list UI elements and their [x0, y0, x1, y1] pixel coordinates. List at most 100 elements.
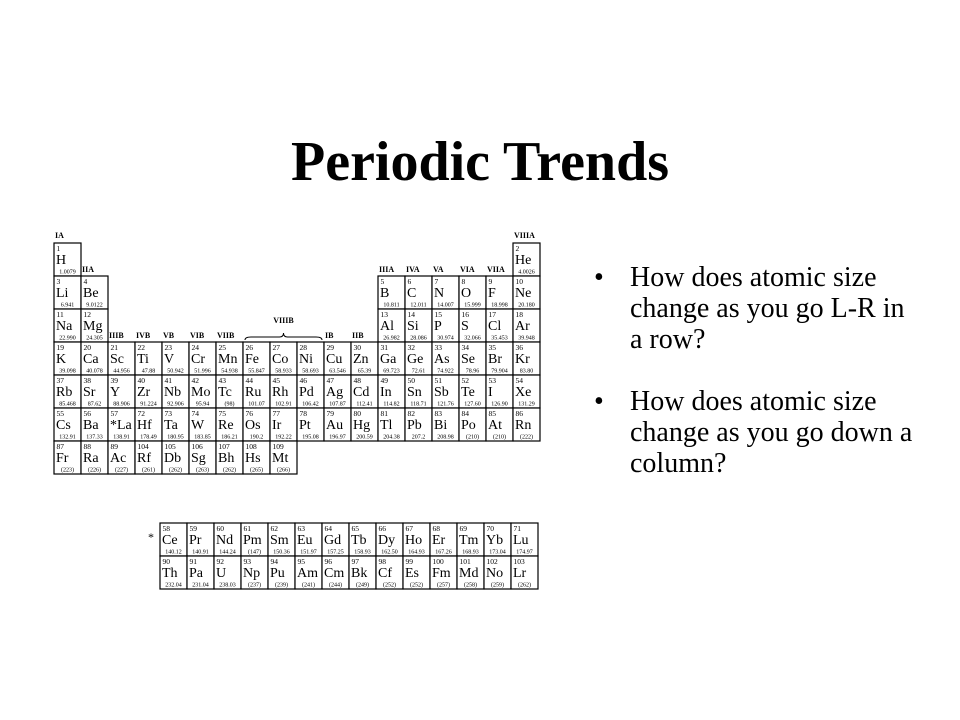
element-symbol: Fm	[432, 566, 451, 581]
cell-border	[323, 341, 352, 376]
atomic-mass: (237)	[248, 582, 261, 589]
element-symbol: B	[380, 286, 389, 301]
atomic-mass: 15.999	[464, 303, 481, 309]
element-cell-19: 19K 39.098	[53, 341, 82, 376]
atomic-mass: (252)	[383, 582, 396, 589]
atomic-number: 18	[516, 310, 524, 319]
atomic-mass: (257)	[437, 582, 450, 589]
element-symbol: P	[434, 319, 442, 334]
element-symbol: Bk	[351, 566, 367, 581]
element-symbol: Pr	[189, 533, 202, 548]
atomic-number: 24	[192, 343, 200, 352]
cell-border	[431, 275, 460, 310]
element-symbol: Pa	[189, 566, 204, 581]
cell-border	[321, 522, 350, 557]
atomic-mass: 20.180	[518, 303, 535, 309]
element-symbol: Xe	[515, 385, 531, 400]
element-symbol: Mt	[272, 451, 288, 466]
atomic-mass: 126.90	[491, 402, 508, 408]
element-symbol: Sn	[407, 385, 422, 400]
cell-border	[431, 407, 460, 442]
element-symbol: Be	[83, 286, 99, 301]
cell-border	[512, 407, 541, 442]
atomic-number: 42	[192, 376, 200, 385]
element-symbol: Db	[164, 451, 181, 466]
atomic-mass: 101.07	[248, 402, 265, 408]
element-symbol: Cr	[191, 352, 205, 367]
atomic-number: 41	[165, 376, 173, 385]
atomic-number: 86	[516, 409, 524, 418]
atomic-number: 51	[435, 376, 443, 385]
atomic-number: 69	[460, 524, 468, 533]
viiib-brace	[244, 332, 323, 341]
cell-border	[159, 555, 188, 590]
element-symbol: Se	[461, 352, 475, 367]
atomic-number: 58	[163, 524, 171, 533]
cell-border	[404, 407, 433, 442]
atomic-number: 98	[379, 557, 387, 566]
atomic-mass: (210)	[466, 434, 479, 441]
atomic-number: 70	[487, 524, 495, 533]
cell-border	[348, 555, 377, 590]
cell-border	[512, 275, 541, 310]
atomic-number: 75	[219, 409, 227, 418]
atomic-number: 43	[219, 376, 227, 385]
element-symbol: Zr	[137, 385, 151, 400]
atomic-mass: 174.97	[516, 550, 533, 556]
atomic-number: 102	[487, 557, 499, 566]
atomic-number: 65	[352, 524, 360, 533]
element-cell-92: 92U 238.03	[213, 555, 242, 590]
atomic-mass: 63.546	[329, 369, 346, 375]
element-symbol: I	[488, 385, 493, 400]
element-symbol: He	[515, 253, 531, 268]
element-symbol: *La	[110, 418, 133, 433]
atomic-number: 9	[489, 277, 493, 286]
atomic-number: 74	[192, 409, 200, 418]
atomic-number: 27	[273, 343, 281, 352]
atomic-mass: 40.078	[86, 369, 103, 375]
element-cell-9: 9F 18.998	[485, 275, 514, 310]
atomic-mass: 140.12	[165, 550, 182, 556]
element-symbol: Mn	[218, 352, 237, 367]
atomic-number: 72	[138, 409, 146, 418]
cell-border	[240, 522, 269, 557]
cell-border	[53, 275, 82, 310]
element-symbol: Ge	[407, 352, 423, 367]
element-symbol: Fe	[245, 352, 259, 367]
atomic-mass: 208.98	[437, 435, 454, 441]
atomic-mass: 92.906	[167, 402, 184, 408]
atomic-number: 11	[57, 310, 64, 319]
atomic-mass: 18.998	[491, 303, 508, 309]
atomic-mass: 65.39	[358, 369, 372, 375]
element-symbol: Nb	[164, 385, 181, 400]
atomic-mass: 9.0122	[86, 303, 103, 309]
atomic-number: 8	[462, 277, 466, 286]
element-cell-39: 39Y 88.906	[107, 374, 136, 409]
atomic-mass: (252)	[410, 582, 423, 589]
element-symbol: Es	[405, 566, 419, 581]
atomic-number: 89	[111, 442, 119, 451]
atomic-mass: 132.91	[59, 435, 76, 441]
element-symbol: Rh	[272, 385, 288, 400]
group-label: IVB	[136, 331, 151, 340]
cell-border	[215, 440, 244, 475]
